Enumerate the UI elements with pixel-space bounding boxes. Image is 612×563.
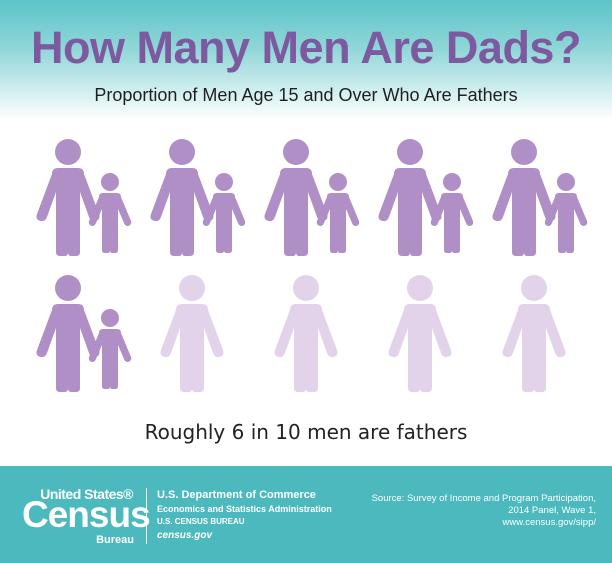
header-band	[0, 0, 612, 120]
footer: United States® Census Bureau U.S. Depart…	[0, 466, 612, 563]
child-icon	[316, 173, 360, 253]
non-father-icon	[274, 275, 338, 392]
child-icon	[544, 173, 588, 253]
dept-line-2: Economics and Statistics Administration	[157, 504, 332, 514]
father-icon	[36, 139, 132, 256]
dept-line-1: U.S. Department of Commerce	[157, 489, 316, 501]
non-father-icon	[160, 275, 224, 392]
source-line-2: 2014 Panel, Wave 1,	[508, 505, 596, 516]
footer-divider	[146, 488, 147, 544]
father-icon	[36, 275, 132, 392]
logo-bottom-text: Bureau	[96, 534, 134, 546]
census-gov-link[interactable]: census.gov	[157, 530, 213, 541]
pictograph	[0, 130, 612, 405]
source-note: Source: Survey of Income and Program Par…	[356, 493, 596, 529]
child-icon	[88, 173, 132, 253]
non-father-icon	[388, 275, 452, 392]
logo-top-text: United States®	[40, 486, 133, 502]
source-line-1: Source: Survey of Income and Program Par…	[371, 493, 596, 504]
source-line-3[interactable]: www.census.gov/sipp/	[502, 517, 596, 528]
census-logo: Census	[22, 494, 151, 535]
chart-caption: Roughly 6 in 10 men are fathers	[144, 420, 468, 444]
non-father-icon	[502, 275, 566, 392]
child-icon	[88, 309, 132, 389]
page-subtitle: Proportion of Men Age 15 and Over Who Ar…	[94, 85, 518, 105]
father-icon	[264, 139, 360, 256]
pictograph-svg	[36, 139, 588, 392]
father-icon	[378, 139, 474, 256]
page-title: How Many Men Are Dads?	[31, 22, 581, 73]
father-icon	[492, 139, 588, 256]
father-icon	[150, 139, 246, 256]
child-icon	[430, 173, 474, 253]
child-icon	[202, 173, 246, 253]
dept-block: U.S. Department of Commerce Economics an…	[157, 488, 332, 543]
dept-line-3: U.S. CENSUS BUREAU	[157, 517, 245, 526]
